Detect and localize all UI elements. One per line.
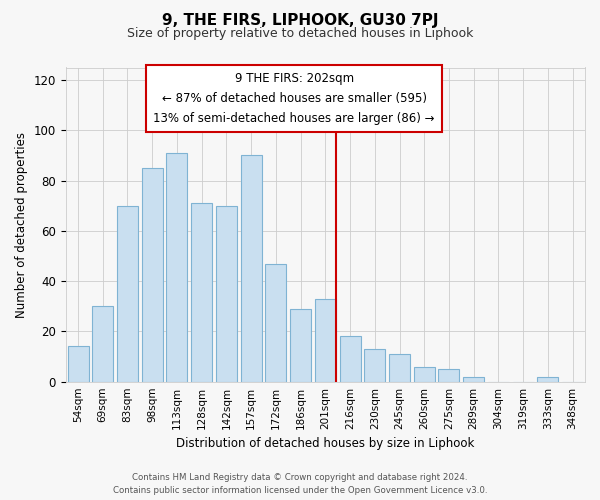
Text: Contains HM Land Registry data © Crown copyright and database right 2024.
Contai: Contains HM Land Registry data © Crown c… <box>113 473 487 495</box>
Bar <box>414 366 435 382</box>
Bar <box>92 306 113 382</box>
Bar <box>166 153 187 382</box>
Bar <box>538 376 559 382</box>
Bar <box>265 264 286 382</box>
Bar <box>389 354 410 382</box>
Bar <box>216 206 237 382</box>
Bar <box>439 369 460 382</box>
Bar <box>463 376 484 382</box>
Bar <box>340 336 361 382</box>
Text: Size of property relative to detached houses in Liphook: Size of property relative to detached ho… <box>127 28 473 40</box>
Bar <box>241 156 262 382</box>
Text: 9 THE FIRS: 202sqm
← 87% of detached houses are smaller (595)
13% of semi-detach: 9 THE FIRS: 202sqm ← 87% of detached hou… <box>154 72 435 125</box>
Bar <box>290 309 311 382</box>
Bar <box>191 203 212 382</box>
Bar <box>315 298 336 382</box>
Bar <box>142 168 163 382</box>
X-axis label: Distribution of detached houses by size in Liphook: Distribution of detached houses by size … <box>176 437 475 450</box>
Y-axis label: Number of detached properties: Number of detached properties <box>15 132 28 318</box>
Bar <box>68 346 89 382</box>
Bar <box>364 349 385 382</box>
Bar <box>117 206 138 382</box>
Text: 9, THE FIRS, LIPHOOK, GU30 7PJ: 9, THE FIRS, LIPHOOK, GU30 7PJ <box>162 12 438 28</box>
